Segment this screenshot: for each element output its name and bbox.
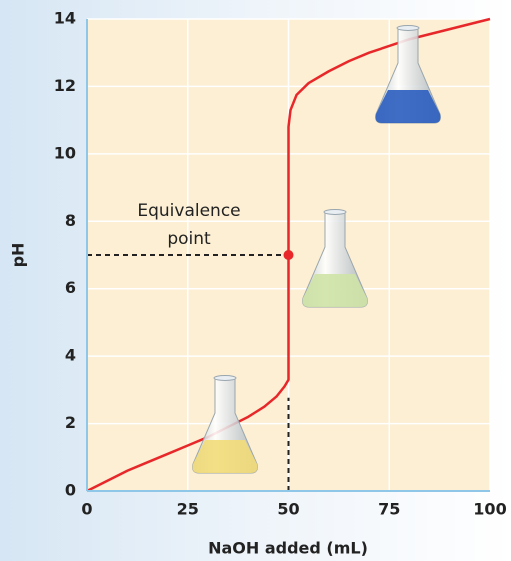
flask-rim bbox=[323, 209, 347, 215]
x-tick-label: 50 bbox=[277, 500, 299, 519]
flask-blue bbox=[375, 25, 441, 124]
y-tick-label: 10 bbox=[54, 143, 76, 162]
flask-liquid bbox=[375, 90, 441, 123]
annotation: point bbox=[167, 229, 211, 249]
flask-yellow bbox=[192, 375, 258, 474]
data-layer bbox=[86, 17, 491, 493]
flask-liquid bbox=[192, 440, 258, 473]
annotation: Equivalence bbox=[137, 201, 240, 221]
titration-curve bbox=[86, 17, 491, 493]
flask-rim bbox=[213, 375, 237, 381]
x-tick-label: 0 bbox=[81, 500, 92, 519]
x-axis-title: NaOH added (mL) bbox=[208, 539, 368, 558]
labels: 0 2 4 6 8 10 12 14 0 25 50 75 100 Equivalence point bbox=[54, 9, 507, 519]
y-tick-label: 0 bbox=[65, 481, 76, 500]
x-tick-label: 25 bbox=[177, 500, 199, 519]
x-tick-label: 100 bbox=[473, 500, 506, 519]
y-tick-label: 2 bbox=[65, 413, 76, 432]
flask-liquid bbox=[302, 274, 368, 307]
y-tick-label: 14 bbox=[54, 9, 76, 28]
y-axis-title: pH bbox=[9, 243, 28, 268]
y-tick-label: 8 bbox=[65, 211, 76, 230]
y-tick-label: 6 bbox=[65, 278, 76, 297]
y-tick-label: 4 bbox=[65, 346, 76, 365]
y-tick-label: 12 bbox=[54, 76, 76, 95]
x-tick-label: 75 bbox=[378, 500, 400, 519]
equivalence-point bbox=[283, 250, 294, 260]
flask-green bbox=[302, 209, 368, 308]
flask-rim bbox=[396, 25, 420, 31]
